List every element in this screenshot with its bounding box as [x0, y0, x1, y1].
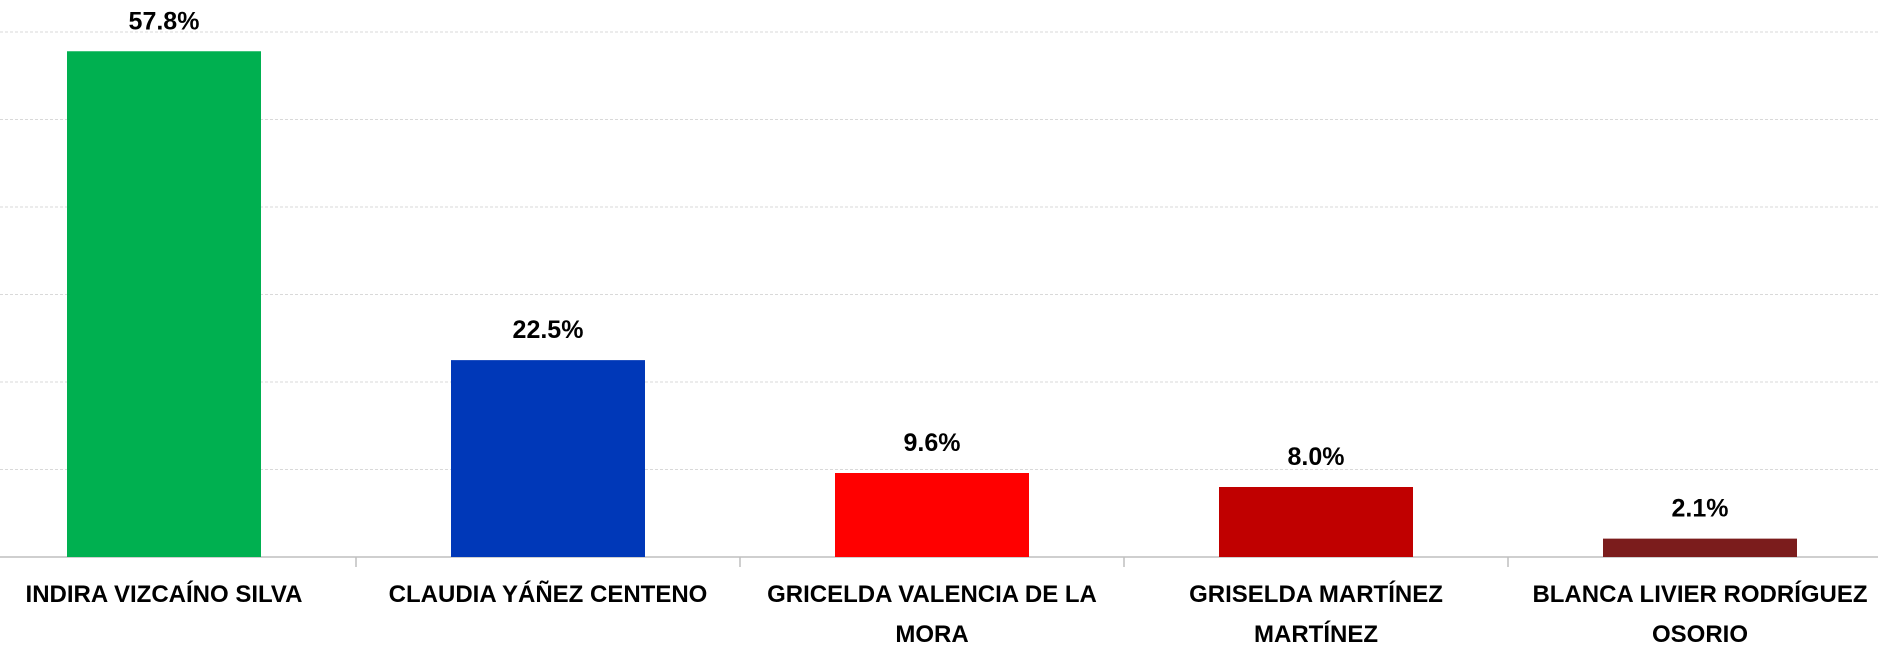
- x-tick-label: INDIRA VIZCAÍNO SILVA: [26, 580, 303, 608]
- data-label: 9.6%: [904, 429, 961, 457]
- data-label: 8.0%: [1288, 443, 1345, 471]
- bar: [835, 473, 1029, 557]
- bar: [1219, 487, 1413, 557]
- x-tick-label: BLANCA LIVIER RODRÍGUEZ OSORIO: [1532, 580, 1867, 646]
- x-tick-label: CLAUDIA YÁÑEZ CENTENO: [389, 580, 708, 608]
- data-label: 22.5%: [513, 316, 584, 344]
- bar: [67, 51, 261, 557]
- x-tick-label: GRISELDA MARTÍNEZ MARTÍNEZ: [1189, 580, 1443, 646]
- bar: [451, 360, 645, 557]
- data-label: 2.1%: [1672, 495, 1729, 523]
- x-tick-label: GRICELDA VALENCIA DE LA MORA: [767, 581, 1097, 646]
- bar: [1603, 538, 1797, 557]
- data-label: 57.8%: [129, 7, 200, 35]
